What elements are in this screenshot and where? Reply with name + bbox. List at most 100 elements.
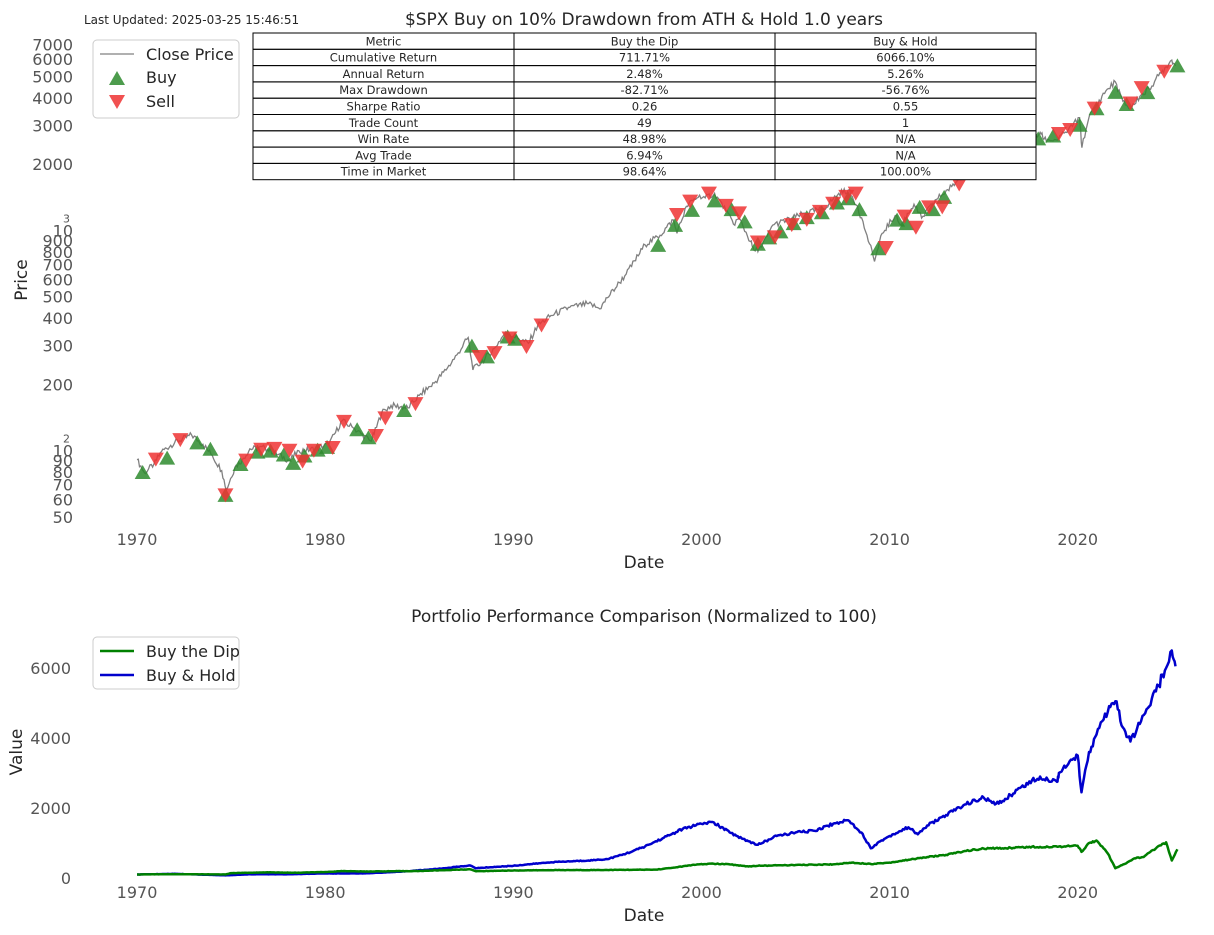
price-x-axis-label: Date bbox=[624, 553, 665, 573]
buy-marker bbox=[911, 199, 928, 214]
sell-marker bbox=[825, 196, 842, 211]
price-chart-title: $SPX Buy on 10% Drawdown from ATH & Hold… bbox=[405, 10, 883, 30]
sell-marker bbox=[951, 177, 968, 192]
metrics-table-value: N/A bbox=[895, 132, 915, 146]
price-y-tick-label: 80 bbox=[53, 463, 73, 482]
sell-marker bbox=[1086, 101, 1103, 116]
buy-marker bbox=[189, 435, 206, 450]
sell-marker bbox=[1133, 81, 1150, 96]
metrics-table-value: N/A bbox=[895, 148, 915, 162]
price-y-tick-label: 6000 bbox=[32, 50, 73, 69]
price-y-tick-label: 300 bbox=[42, 337, 73, 356]
metrics-table-value: 100.00% bbox=[880, 165, 931, 179]
metrics-table-header: Metric bbox=[366, 34, 402, 48]
buy-legend-label: Buy bbox=[146, 68, 177, 87]
buy-marker bbox=[159, 450, 176, 465]
buy-marker bbox=[870, 241, 887, 256]
price-legend: Close Price Buy Sell bbox=[92, 39, 240, 119]
portfolio-y-tick-label: 2000 bbox=[30, 799, 71, 818]
buy-marker bbox=[1045, 128, 1062, 143]
sell-legend-label: Sell bbox=[146, 92, 175, 111]
price-y-tick-label: 200 bbox=[42, 375, 73, 394]
buy-the-dip-line bbox=[137, 839, 1179, 876]
sell-marker bbox=[305, 443, 322, 458]
metrics-table-value: 2.48% bbox=[626, 67, 663, 81]
sell-legend-icon bbox=[109, 95, 125, 109]
sell-marker bbox=[877, 240, 894, 255]
sell-marker bbox=[1156, 64, 1173, 79]
portfolio-y-tick-label: 6000 bbox=[30, 659, 71, 678]
sell-marker bbox=[266, 441, 283, 456]
sell-marker bbox=[1062, 122, 1079, 137]
metrics-table-value: 0.26 bbox=[632, 100, 658, 114]
metrics-table-value: 98.64% bbox=[623, 165, 667, 179]
buy-marker bbox=[349, 422, 366, 437]
portfolio-y-tick-label: 4000 bbox=[30, 729, 71, 748]
buy-marker bbox=[275, 447, 292, 462]
metrics-table-value: Max Drawdown bbox=[339, 83, 428, 97]
sell-marker bbox=[783, 218, 800, 233]
portfolio-x-tick-label: 2000 bbox=[681, 883, 722, 902]
sell-marker bbox=[700, 186, 717, 201]
buy-marker bbox=[736, 214, 753, 229]
buy-marker bbox=[396, 402, 413, 417]
portfolio-x-ticks: 1970 1980 1990 2000 2010 2020 bbox=[117, 883, 1098, 902]
metrics-table-value: -82.71% bbox=[621, 83, 669, 97]
price-y-axis-label: Price bbox=[12, 259, 32, 300]
portfolio-legend: Buy the Dip Buy & Hold bbox=[92, 636, 240, 690]
price-y-tick-exponent: 2 bbox=[63, 433, 70, 446]
portfolio-y-axis-label: Value bbox=[7, 729, 27, 776]
buy-marker bbox=[1139, 85, 1156, 100]
sell-marker bbox=[749, 235, 766, 250]
metrics-table-header: Buy & Hold bbox=[873, 34, 937, 48]
trade-markers bbox=[134, 58, 1186, 503]
price-x-tick-label: 2000 bbox=[681, 530, 722, 549]
buy-marker bbox=[706, 193, 723, 208]
buy-marker bbox=[1169, 58, 1186, 73]
buy-and-hold-legend-label: Buy & Hold bbox=[146, 666, 236, 685]
sell-marker bbox=[471, 349, 488, 364]
sell-marker bbox=[731, 206, 748, 221]
price-y-tick-label: 7000 bbox=[32, 35, 73, 54]
buy-marker bbox=[1107, 84, 1124, 99]
sell-marker bbox=[253, 442, 270, 457]
portfolio-x-tick-label: 1970 bbox=[117, 883, 158, 902]
buy-marker bbox=[851, 202, 868, 217]
sell-marker bbox=[717, 198, 734, 213]
buy-marker bbox=[478, 349, 495, 364]
price-x-ticks: 1970 1980 1990 2000 2010 2020 bbox=[117, 530, 1098, 549]
sell-marker bbox=[668, 208, 685, 223]
metrics-table-value: 0.55 bbox=[893, 100, 919, 114]
price-x-tick-label: 1990 bbox=[493, 530, 534, 549]
metrics-table-value: 711.71% bbox=[619, 51, 670, 65]
sell-marker bbox=[766, 230, 783, 245]
metrics-table-value: 1 bbox=[902, 116, 909, 130]
sell-marker bbox=[486, 346, 503, 361]
buy-marker bbox=[1071, 117, 1088, 132]
price-y-tick-label: 2000 bbox=[32, 155, 73, 174]
portfolio-x-axis-label: Date bbox=[624, 906, 665, 926]
metrics-table: Metric Buy the Dip Buy & Hold Cumulative Re… bbox=[252, 32, 1037, 181]
sell-marker bbox=[501, 331, 518, 346]
price-y-ticks: 5060708090102200300400500600700800900103… bbox=[32, 35, 73, 527]
sell-marker bbox=[238, 453, 255, 468]
buy-marker bbox=[202, 441, 219, 456]
metrics-table-bg bbox=[253, 33, 1036, 180]
price-y-tick-label: 90 bbox=[53, 452, 73, 471]
price-y-tick-label: 10 bbox=[53, 442, 73, 461]
metrics-table-value: 6066.10% bbox=[876, 51, 935, 65]
price-y-tick-label: 500 bbox=[42, 288, 73, 307]
portfolio-chart: Portfolio Performance Comparison (Normal… bbox=[7, 607, 1179, 926]
metrics-table-value: 49 bbox=[637, 116, 652, 130]
buy-marker bbox=[463, 338, 480, 353]
portfolio-y-ticks: 0 2000 4000 6000 bbox=[30, 659, 71, 888]
sell-marker bbox=[847, 186, 864, 201]
price-y-tick-label: 600 bbox=[42, 270, 73, 289]
buy-the-dip-legend-label: Buy the Dip bbox=[146, 642, 240, 661]
metrics-table-value: 5.26% bbox=[887, 67, 924, 81]
sell-marker bbox=[367, 429, 384, 444]
sell-marker bbox=[324, 440, 341, 455]
price-y-tick-label: 800 bbox=[42, 243, 73, 262]
sell-marker bbox=[811, 204, 828, 219]
buy-marker bbox=[134, 464, 151, 479]
